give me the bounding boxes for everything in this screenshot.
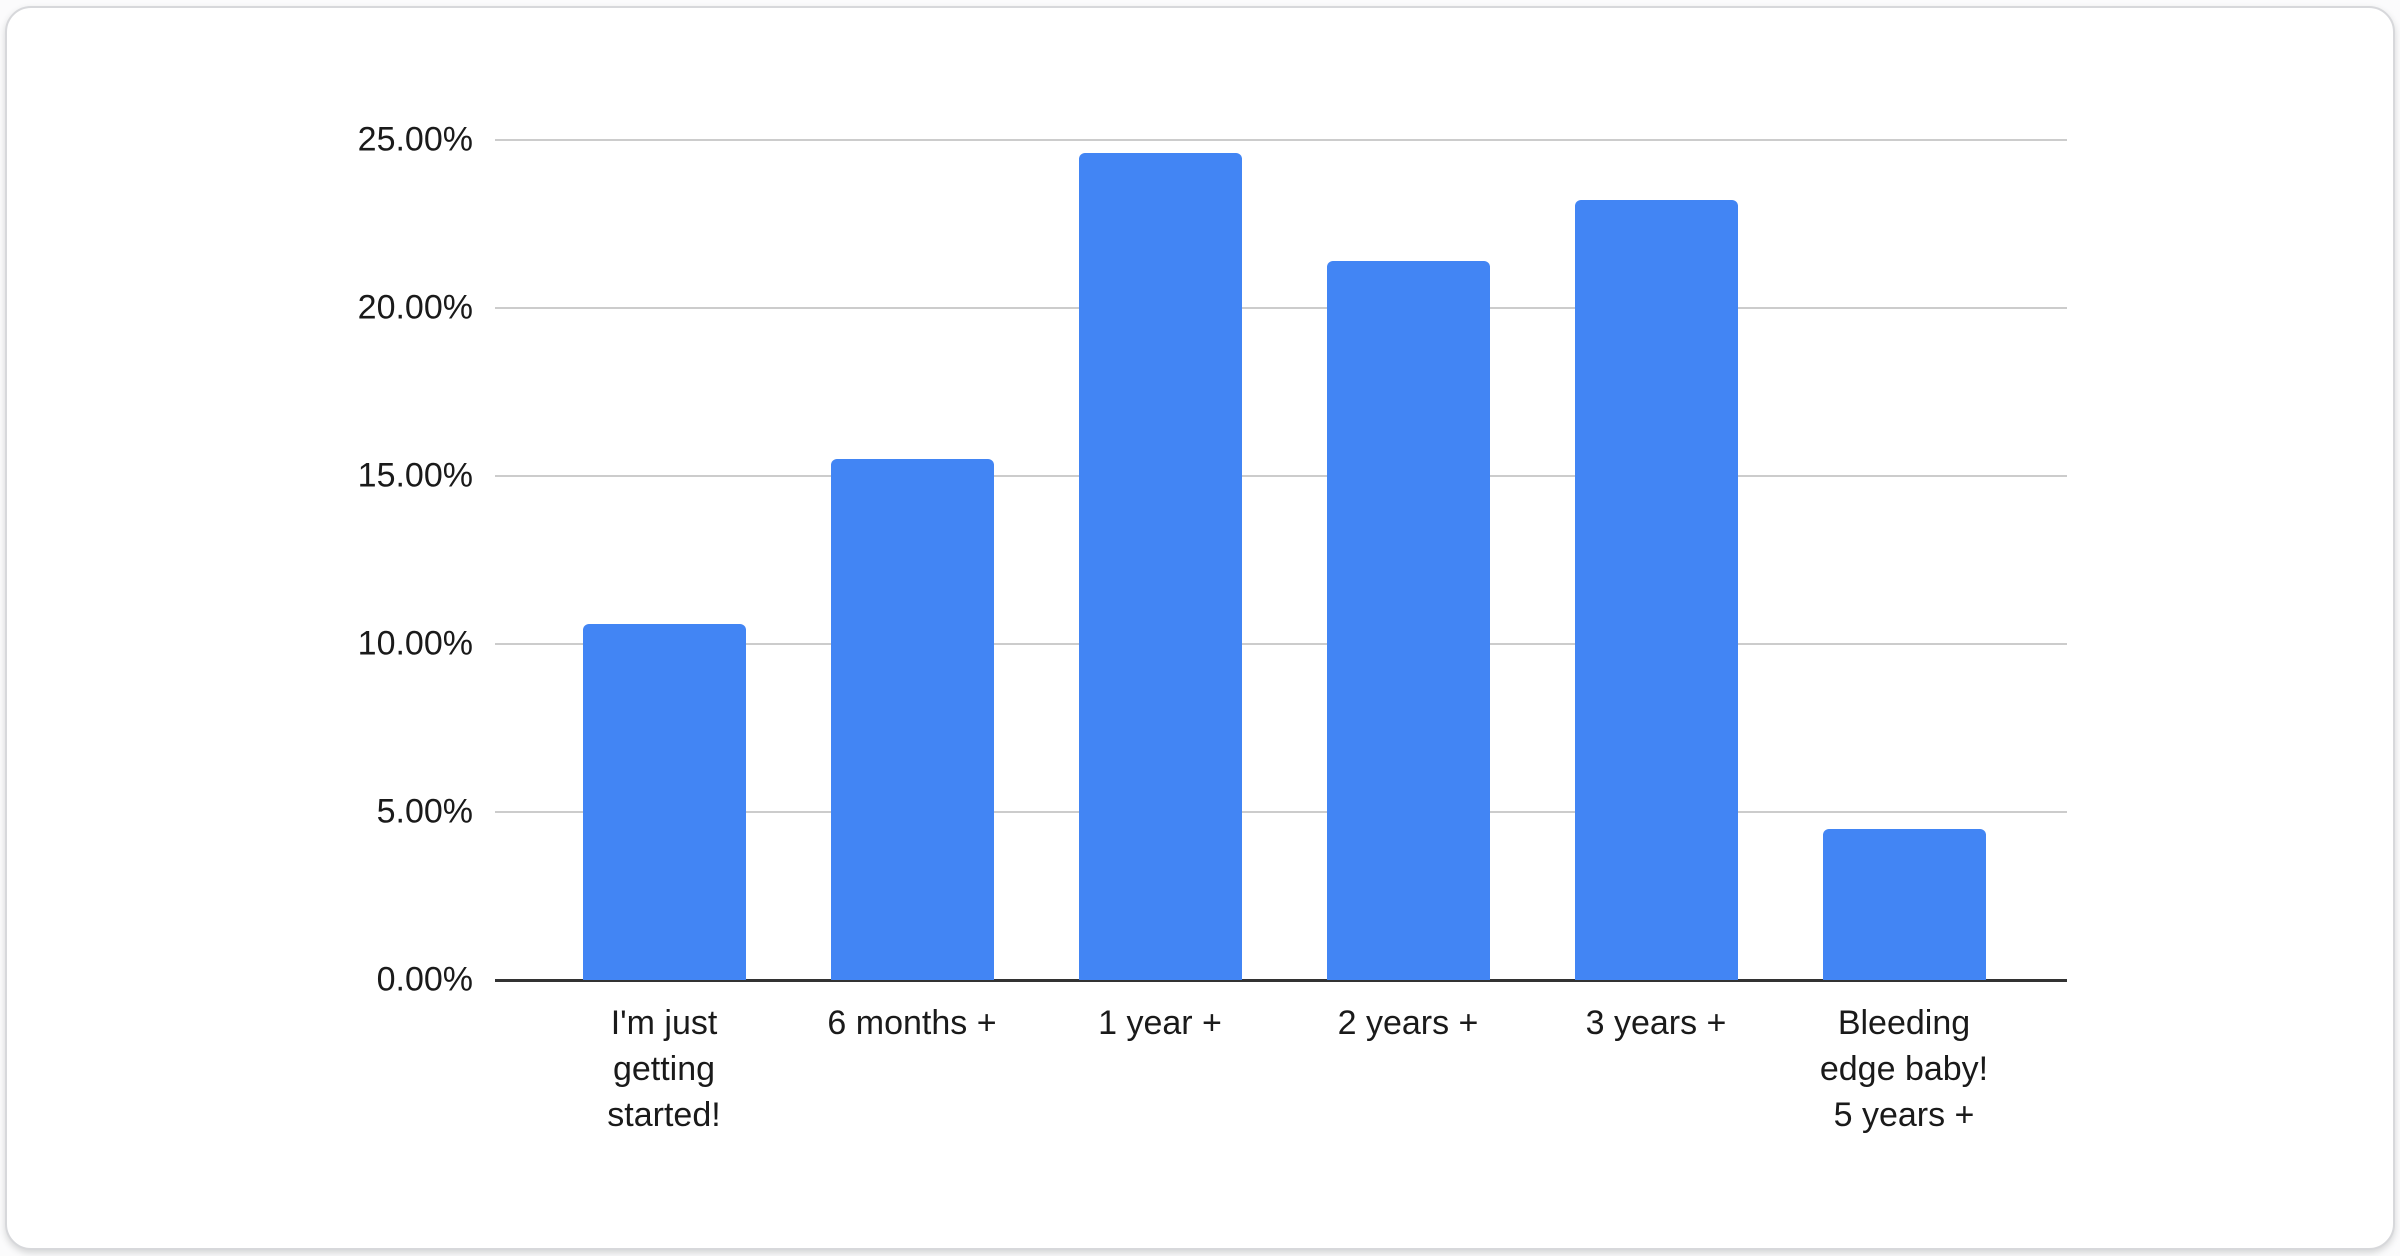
bar [1326,260,1490,980]
x-axis-category-label: Bleeding edge baby! 5 years + [1819,1004,1989,1134]
bar [582,623,746,980]
x-axis-category-label: 3 years + [1585,1004,1727,1042]
y-gridline [495,139,2067,141]
bar [830,459,994,980]
y-axis-tick-label: 0.00% [376,960,473,999]
bar [1574,200,1738,980]
x-axis-category-label: 2 years + [1337,1004,1479,1042]
y-axis-tick-label: 25.00% [357,120,473,159]
y-gridline [495,475,2067,477]
y-axis-tick-label: 5.00% [376,792,473,831]
y-axis-tick-label: 20.00% [357,288,473,327]
y-gridline [495,307,2067,309]
y-gridline [495,811,2067,813]
y-axis-tick-label: 15.00% [357,456,473,495]
y-axis-tick-label: 10.00% [357,624,473,663]
bar [1822,828,1986,980]
y-gridline [495,643,2067,645]
x-axis-category-label: 1 year + [1098,1004,1222,1042]
x-axis-category-label: 6 months + [827,1004,997,1042]
bar [1078,153,1242,980]
x-axis-category-label: I'm just getting started! [607,1004,721,1134]
x-axis-line [495,979,2067,982]
